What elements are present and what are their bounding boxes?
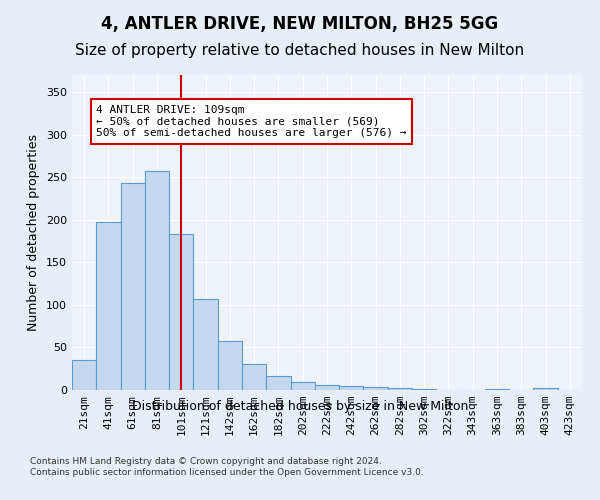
Text: Size of property relative to detached houses in New Milton: Size of property relative to detached ho… (76, 42, 524, 58)
Bar (242, 364, 266, 390)
Text: 4, ANTLER DRIVE, NEW MILTON, BH25 5GG: 4, ANTLER DRIVE, NEW MILTON, BH25 5GG (101, 15, 499, 33)
Bar (315, 385, 339, 390)
Text: 4 ANTLER DRIVE: 109sqm
← 50% of detached houses are smaller (569)
50% of semi-de: 4 ANTLER DRIVE: 109sqm ← 50% of detached… (96, 105, 407, 138)
Bar (145, 171, 169, 390)
Bar (169, 234, 193, 390)
Bar (96, 222, 121, 390)
Text: Distribution of detached houses by size in New Milton: Distribution of detached houses by size … (132, 400, 468, 413)
Text: Contains HM Land Registry data © Crown copyright and database right 2024.
Contai: Contains HM Land Registry data © Crown c… (30, 458, 424, 477)
Bar (193, 299, 218, 390)
Bar (290, 382, 315, 390)
Bar (533, 388, 558, 390)
Bar (266, 376, 290, 390)
Bar (388, 388, 412, 390)
Bar (412, 389, 436, 390)
Bar (485, 389, 509, 390)
Bar (339, 386, 364, 390)
Bar (218, 340, 242, 390)
Y-axis label: Number of detached properties: Number of detached properties (28, 134, 40, 331)
Bar (121, 183, 145, 390)
Bar (72, 360, 96, 390)
Bar (364, 386, 388, 390)
